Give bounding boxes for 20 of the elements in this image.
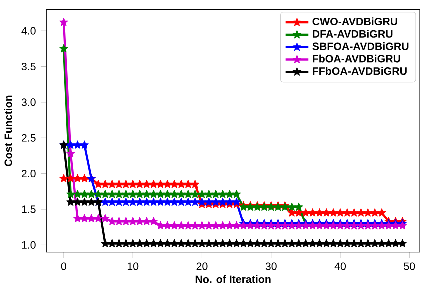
- legend-label: SBFOA-AVDBiGRU: [312, 42, 409, 50]
- y-tick-label: 4.0: [22, 27, 36, 35]
- x-tick-label: 40: [334, 262, 346, 270]
- y-tick-label: 3.0: [22, 98, 36, 106]
- y-tick-label: 1.5: [22, 206, 36, 214]
- x-tick-label: 30: [266, 262, 277, 270]
- x-tick-label: 10: [128, 262, 139, 270]
- y-tick-label: 2.0: [22, 170, 36, 178]
- y-tick-label: 3.5: [22, 62, 36, 71]
- y-tick-label: 1.0: [22, 241, 36, 249]
- legend-label: FFbOA-AVDBiGRU: [313, 67, 407, 76]
- x-tick-label: 50: [404, 262, 416, 270]
- y-axis-title: Cost Function: [4, 96, 12, 166]
- x-axis-title: No. of Iteration: [196, 275, 271, 284]
- legend-label: DFA-AVDBiGRU: [313, 30, 393, 38]
- y-tick-label: 2.5: [22, 134, 36, 142]
- x-tick-label: 20: [196, 262, 208, 270]
- x-tick-label: 0: [61, 262, 67, 270]
- legend-label: FbOA-AVDBiGRU: [313, 54, 400, 63]
- legend-label: CWO-AVDBiGRU: [312, 18, 398, 26]
